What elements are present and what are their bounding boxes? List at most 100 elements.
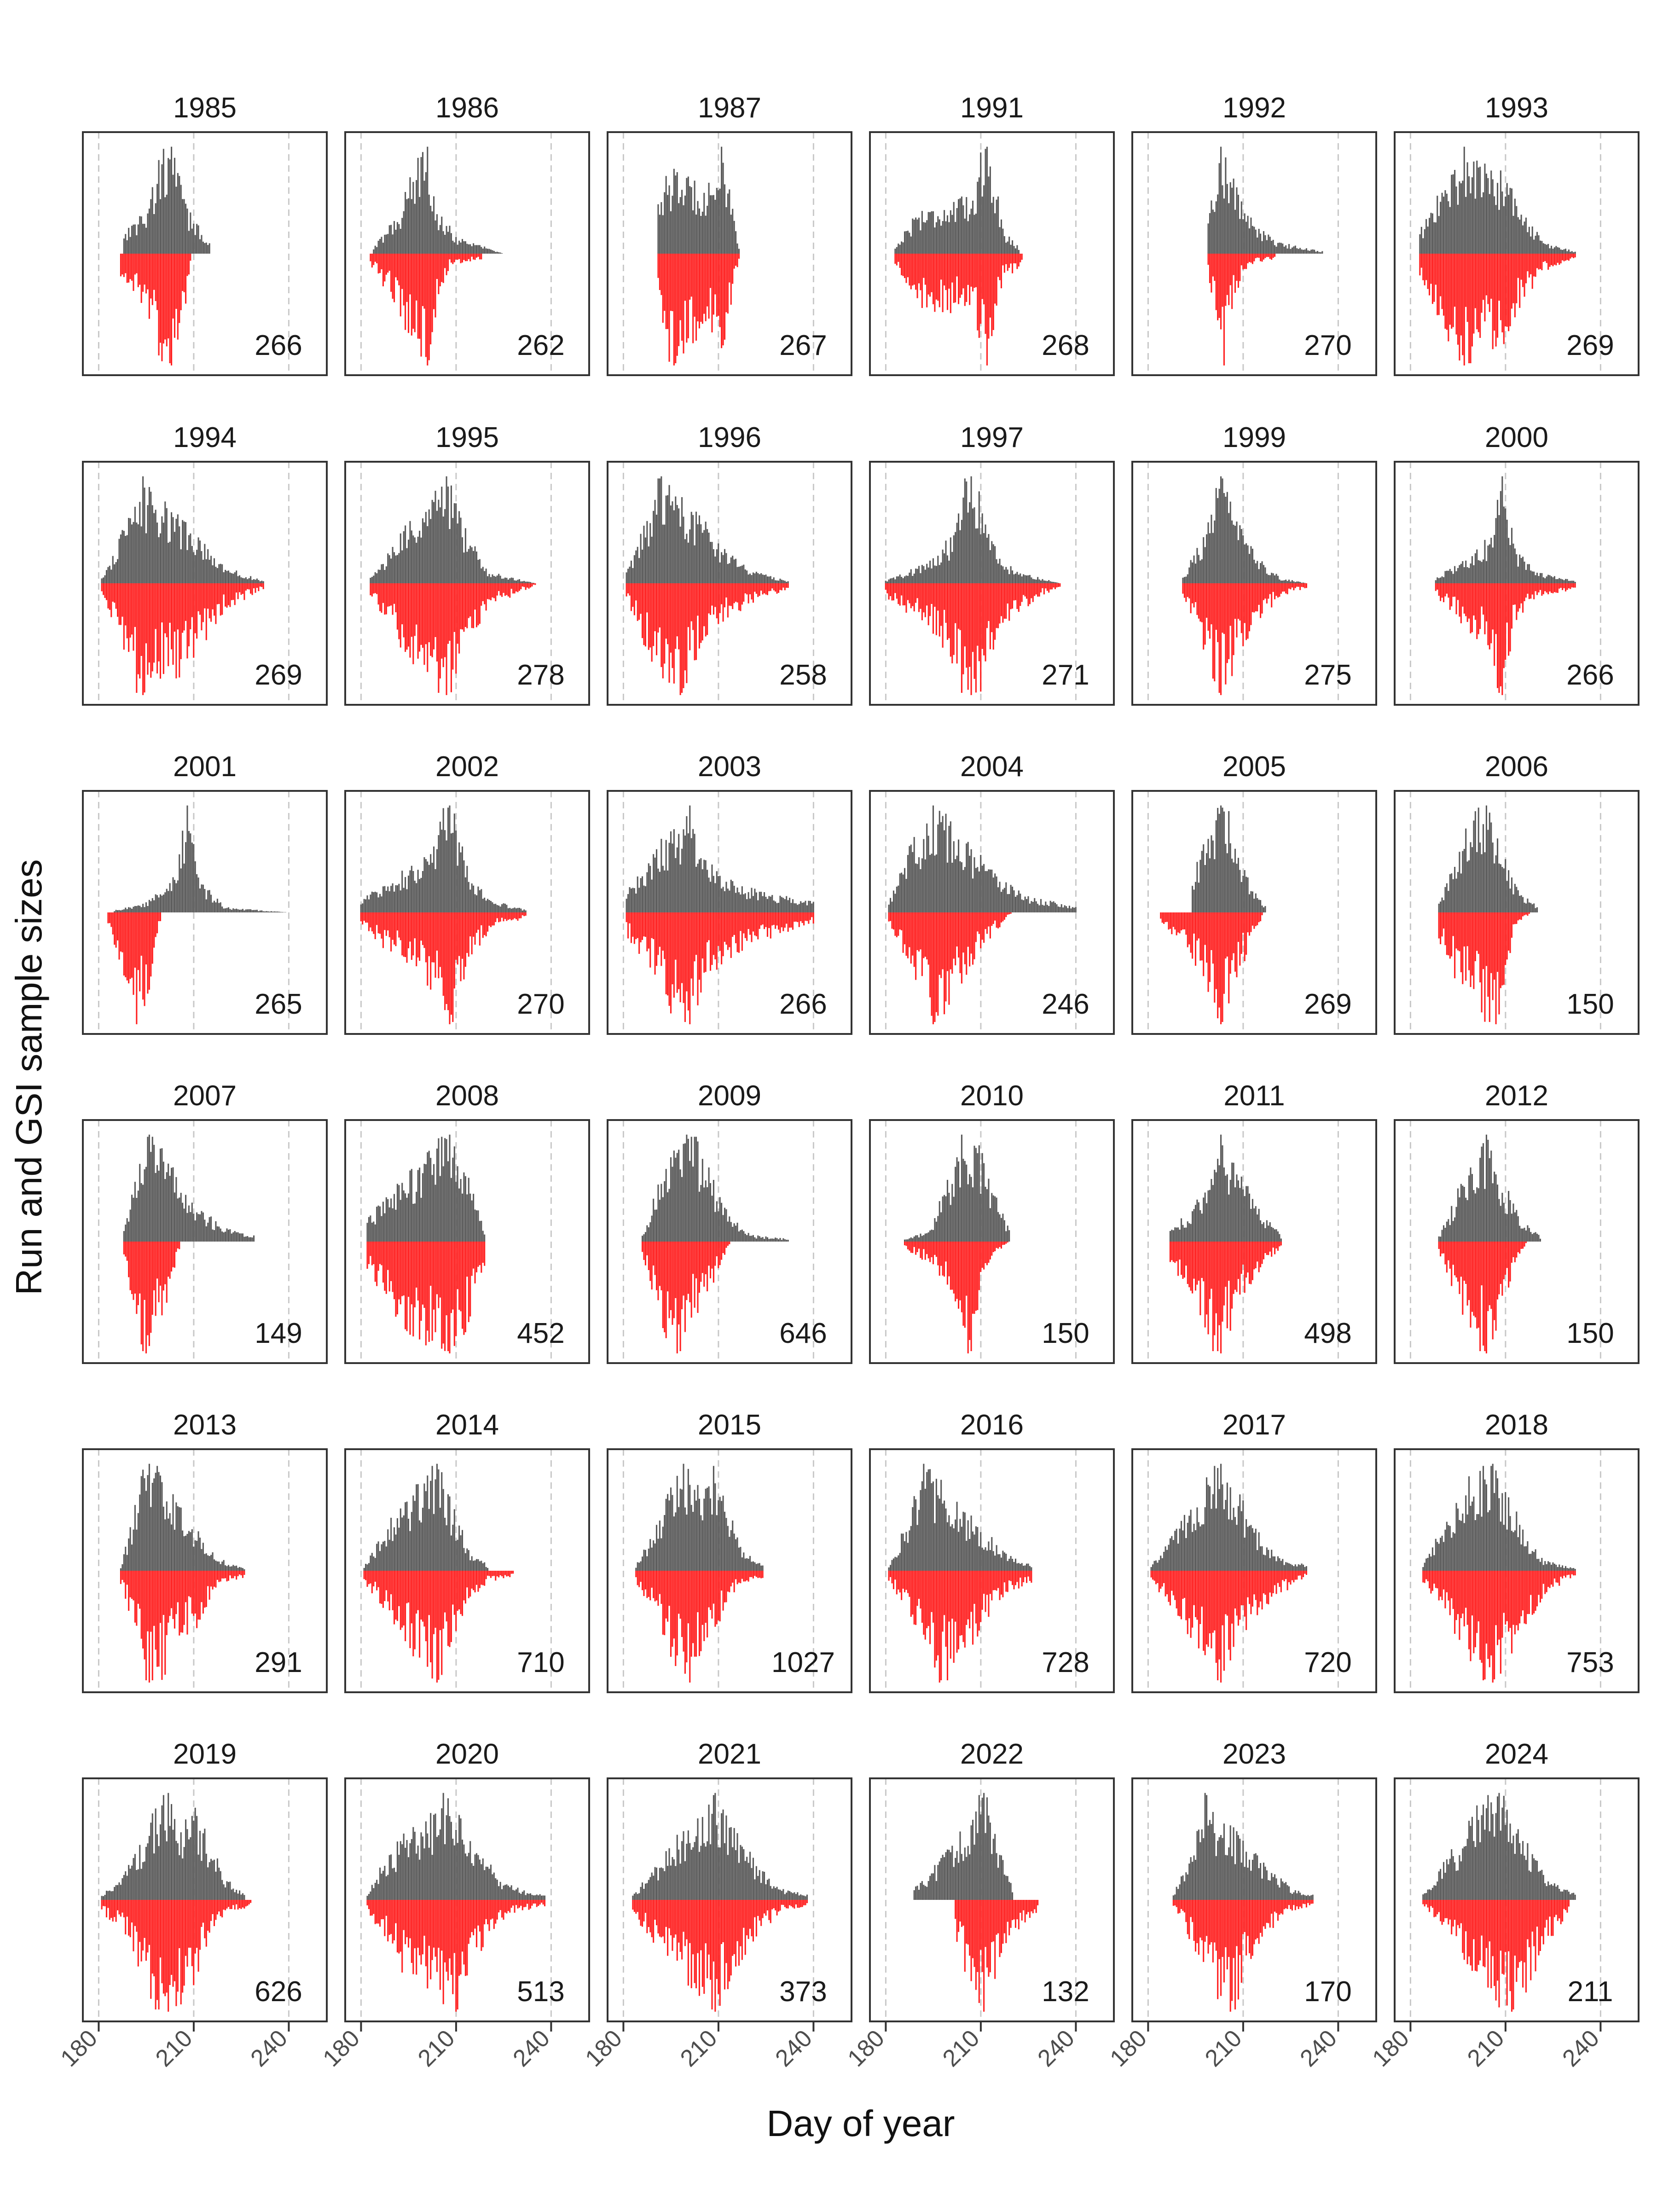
run-bar xyxy=(479,1561,481,1571)
run-bar xyxy=(1462,1185,1463,1242)
run-bar xyxy=(1564,580,1565,583)
gsi-bar xyxy=(686,912,687,991)
gsi-bar xyxy=(1511,583,1512,628)
gsi-bar xyxy=(904,1242,905,1245)
gsi-bar xyxy=(378,912,379,933)
run-bar xyxy=(1521,895,1522,912)
run-bar xyxy=(746,1558,747,1571)
run-bar xyxy=(1438,578,1440,583)
run-bar xyxy=(1568,250,1570,254)
run-bar xyxy=(462,1530,463,1571)
gsi-bar xyxy=(1421,254,1422,268)
gsi-bar xyxy=(236,1571,237,1579)
run-bar xyxy=(443,231,444,254)
run-bar xyxy=(412,1496,414,1571)
run-bar xyxy=(387,234,388,254)
run-bar xyxy=(1465,829,1466,912)
gsi-bar xyxy=(684,1571,686,1674)
run-bar xyxy=(686,1515,687,1571)
run-bar xyxy=(1299,248,1301,254)
gsi-bar xyxy=(1255,1242,1257,1268)
gsi-bar xyxy=(390,1242,392,1281)
run-bar xyxy=(392,234,394,254)
run-bar xyxy=(738,892,740,912)
run-bar xyxy=(896,887,898,912)
gsi-bar xyxy=(1234,912,1236,972)
run-bar xyxy=(462,239,463,254)
run-bar xyxy=(1244,870,1246,912)
gsi-bar xyxy=(1192,912,1193,958)
gsi-bar xyxy=(215,583,216,624)
run-bar xyxy=(742,1230,743,1242)
run-bar xyxy=(893,578,894,583)
run-bar xyxy=(1456,879,1457,912)
run-bar xyxy=(1261,1546,1263,1571)
panel-year-title: 2014 xyxy=(435,1409,499,1441)
gsi-bar xyxy=(713,912,714,955)
gsi-bar xyxy=(156,1242,158,1278)
gsi-bar xyxy=(1212,912,1214,964)
run-bar xyxy=(447,232,449,254)
gsi-bar xyxy=(1217,912,1218,1018)
gsi-bar xyxy=(718,1242,719,1268)
gsi-bar xyxy=(1459,583,1460,617)
run-bar xyxy=(727,193,729,254)
run-bar xyxy=(1457,205,1459,254)
run-bar xyxy=(966,1165,967,1242)
run-bar xyxy=(646,521,648,583)
gsi-bar xyxy=(939,1242,940,1276)
gsi-bar xyxy=(969,912,970,966)
gsi-bar xyxy=(368,1571,370,1584)
run-bar xyxy=(631,561,632,583)
run-bar xyxy=(1247,216,1249,254)
gsi-bar xyxy=(182,254,183,291)
gsi-bar xyxy=(713,1571,714,1604)
gsi-bar xyxy=(131,912,133,978)
run-bar xyxy=(1448,1525,1449,1571)
gsi-bar xyxy=(180,1571,182,1632)
run-bar xyxy=(1020,894,1021,912)
run-bar xyxy=(252,910,253,912)
run-bar xyxy=(929,212,931,254)
run-bar xyxy=(657,478,659,583)
gsi-bar xyxy=(1490,912,1492,973)
gsi-bar xyxy=(389,1242,390,1291)
run-bar xyxy=(691,187,692,254)
run-bar xyxy=(694,834,695,912)
gsi-bar xyxy=(134,254,136,274)
run-bar xyxy=(997,563,999,583)
gsi-bar xyxy=(708,583,710,613)
run-bar xyxy=(1301,1563,1303,1571)
gsi-bar xyxy=(1219,1242,1220,1325)
gsi-bar xyxy=(394,254,395,302)
run-bar xyxy=(1573,252,1574,254)
run-bar xyxy=(681,497,683,583)
gsi-bar xyxy=(942,912,944,969)
gsi-bar xyxy=(255,583,256,593)
gsi-bar xyxy=(420,254,422,357)
gsi-bar xyxy=(495,583,496,601)
gsi-bar xyxy=(917,1242,918,1252)
gsi-bar xyxy=(771,912,773,925)
run-bar xyxy=(956,1157,958,1242)
gsi-bar xyxy=(125,912,126,977)
run-bar xyxy=(153,214,155,254)
run-bar xyxy=(447,1494,449,1571)
gsi-bar xyxy=(458,254,460,259)
run-bar xyxy=(781,580,782,583)
run-bar xyxy=(1462,180,1463,254)
gsi-bar xyxy=(948,583,950,638)
gsi-bar xyxy=(1443,583,1444,602)
run-bar xyxy=(1238,858,1239,912)
gsi-bar xyxy=(160,1571,161,1623)
run-bar xyxy=(411,866,412,912)
gsi-bar xyxy=(168,1571,169,1623)
gsi-bar xyxy=(1518,254,1519,278)
gsi-bar xyxy=(160,912,161,921)
run-bar xyxy=(988,176,989,254)
run-bar xyxy=(198,1214,199,1242)
run-bar xyxy=(1518,1216,1519,1242)
gsi-bar xyxy=(238,1571,239,1576)
gsi-bar xyxy=(1487,1242,1489,1311)
